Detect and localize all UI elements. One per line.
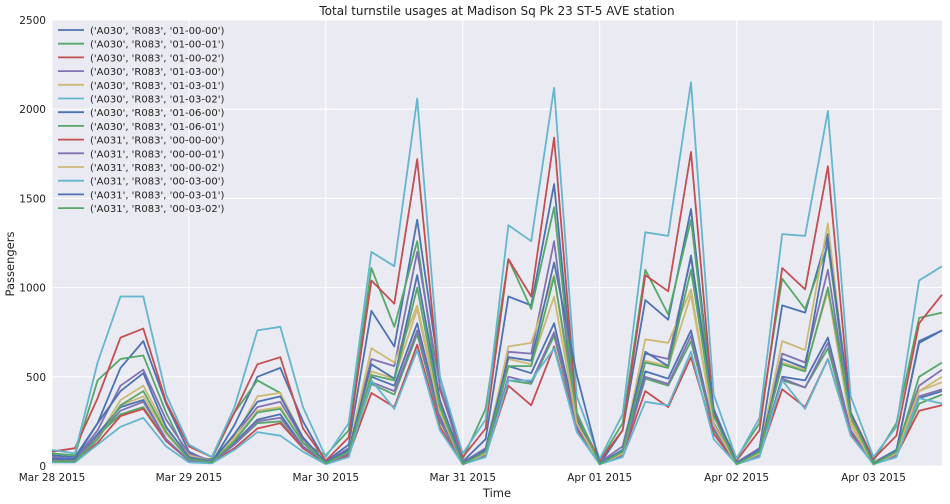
x-tick-label: Apr 01 2015 [567,472,632,484]
legend-label: ('A030', 'R083', '01-06-00') [90,108,224,119]
legend-label: ('A030', 'R083', '01-03-02') [90,95,224,106]
x-tick-label: Apr 02 2015 [704,472,769,484]
y-tick-label: 1000 [19,283,46,295]
legend-label: ('A031', 'R083', '00-00-00') [90,136,224,147]
legend-label: ('A031', 'R083', '00-03-02') [90,204,224,215]
series-layer [51,81,943,466]
legend-label: ('A031', 'R083', '00-00-02') [90,163,224,174]
y-tick-label: 2000 [19,104,46,116]
series-line-12 [52,347,943,466]
series-line-14 [52,268,943,466]
y-tick-label: 2500 [19,15,46,27]
y-tick-label: 500 [26,372,46,384]
y-axis-ticks: 0 500 1000 1500 2000 2500 [19,15,46,473]
grid [51,19,942,467]
legend-label: ('A030', 'R083', '01-06-01') [90,122,224,133]
series-line-6 [51,81,943,460]
x-tick-label: Mar 29 2015 [156,472,223,484]
x-tick-label: Apr 03 2015 [841,472,906,484]
x-tick-label: Mar 31 2015 [429,472,496,484]
y-tick-label: 0 [39,461,46,473]
legend-label: ('A031', 'R083', '00-03-00') [90,177,224,188]
y-tick-label: 1500 [19,193,46,205]
x-tick-label: Mar 28 2015 [19,472,86,484]
series-line-13 [52,238,943,465]
legend-label: ('A031', 'R083', '00-03-01') [90,190,224,201]
x-tick-label: Mar 30 2015 [293,472,360,484]
legend-label: ('A030', 'R083', '01-00-00') [90,26,224,37]
y-axis-label: Passengers [3,232,17,297]
plot-area [52,20,942,466]
legend-label: ('A031', 'R083', '00-00-01') [90,149,224,160]
legend-label: ('A030', 'R083', '01-00-01') [90,40,224,51]
x-axis-label: Time [482,486,511,500]
chart-title: Total turnstile usages at Madison Sq Pk … [318,4,674,18]
legend-label: ('A030', 'R083', '01-03-00') [90,67,224,78]
legend-label: ('A030', 'R083', '01-00-02') [90,53,224,64]
x-axis-ticks: Mar 28 2015 Mar 29 2015 Mar 30 2015 Mar 31 … [19,472,906,484]
legend-label: ('A030', 'R083', '01-03-01') [90,81,224,92]
legend: ('A030', 'R083', '01-00-00') ('A030', 'R0… [58,26,224,215]
